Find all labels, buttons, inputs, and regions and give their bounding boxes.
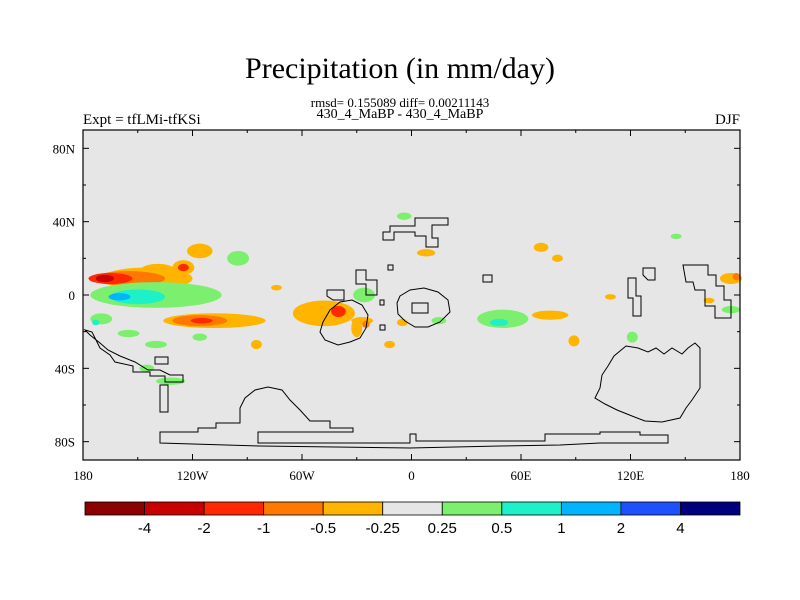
x-tick-label-4: 60E [511, 468, 532, 483]
anomaly-patch-38 [552, 254, 563, 262]
anomaly-patch-30 [384, 340, 396, 349]
south-pacific-outline [83, 328, 184, 383]
y-tick-label-1: 40N [53, 215, 76, 230]
anomaly-patch-46 [703, 297, 715, 304]
chart-subtitle: 430_4_MaBP - 430_4_MaBP [316, 107, 484, 122]
stats-annotation: rmsd= 0.155089 diff= 0.00211143 [310, 95, 490, 110]
africa-outline [396, 287, 451, 328]
x-tick-label-1: 120W [177, 468, 210, 483]
antarctica-outline [159, 386, 669, 449]
anomaly-patch-39 [568, 335, 580, 347]
colorbar-swatch-6 [441, 501, 503, 516]
japan-outline [642, 267, 656, 281]
colorbar-swatch-2 [203, 501, 265, 516]
eurasia-island-outline [482, 274, 493, 283]
x-tick-label-5: 120E [617, 468, 645, 483]
axis-ticks: 180 120W 60W 0 60E 120E 180 80N 40N 0 40S 80S [53, 130, 750, 483]
anomaly-patch-16 [92, 319, 100, 326]
colorbar-label-5: 0.25 [428, 520, 457, 537]
mid-atlantic-outline [355, 269, 378, 296]
anomaly-patch-42 [270, 284, 282, 291]
anomaly-patch-23 [292, 300, 355, 327]
australia-outline [594, 342, 701, 423]
colorbar-swatch-9 [620, 501, 681, 516]
anomaly-patch-14 [190, 317, 213, 324]
anomaly-patch-8 [95, 274, 115, 283]
anomaly-patch-34 [477, 309, 529, 329]
x-tick-label-2: 60W [289, 468, 315, 483]
colorbar-swatch-3 [263, 501, 324, 516]
colorbar-swatch-0 [84, 501, 145, 516]
colorbar-swatch-10 [680, 501, 741, 516]
anomaly-patch-24 [331, 306, 346, 317]
colorbar-label-8: 2 [617, 520, 625, 537]
indochina-outline [627, 277, 642, 317]
anomaly-patch-4 [227, 251, 250, 266]
colorbar-label-7: 1 [557, 520, 565, 537]
anomaly-patch-0 [187, 243, 213, 259]
x-tick-label-0: 180 [73, 468, 93, 483]
x-tick-label-3: 0 [408, 468, 415, 483]
anomaly-patch-33 [396, 212, 412, 220]
anomaly-patch-44 [732, 273, 740, 281]
anomaly-patch-40 [604, 294, 616, 300]
anomaly-patch-17 [117, 329, 140, 338]
chart-title: Precipitation (in mm/day) [245, 52, 555, 85]
experiment-label: Expt = tfLMi-tfKSi [83, 112, 201, 128]
pacific-island-outline [154, 356, 169, 365]
colorbar-swatch-7 [501, 501, 562, 516]
colorbar-label-0: -4 [138, 520, 151, 537]
anomaly-patch-21 [156, 377, 186, 385]
anomaly-patch-47 [670, 233, 682, 240]
anomaly-patch-19 [192, 333, 208, 341]
colorbar-label-4: -0.25 [366, 520, 400, 537]
north-atlantic-outline [382, 217, 449, 248]
anomaly-patch-22 [250, 339, 262, 350]
central-america-outline [326, 289, 345, 301]
colorbar: -4 -2 -1 -0.5 -0.25 0.25 0.5 1 2 4 [84, 501, 741, 537]
anomaly-patch-36 [531, 310, 569, 320]
colorbar-swatch-1 [144, 501, 205, 516]
anomaly-patch-25 [353, 287, 375, 303]
colorbar-label-2: -1 [257, 520, 270, 537]
colorbar-label-6: 0.5 [491, 520, 512, 537]
anomaly-patch-18 [145, 340, 167, 349]
y-tick-label-3: 40S [55, 361, 75, 376]
colorbar-swatch-4 [322, 501, 384, 516]
anomaly-patch-31 [416, 249, 436, 257]
y-tick-label-2: 0 [69, 288, 76, 303]
atlantic-island-outline [387, 264, 394, 271]
colorbar-swatch-5 [382, 501, 443, 516]
anomaly-patch-27 [351, 317, 374, 325]
anomaly-field [88, 212, 742, 385]
anomaly-patch-41 [626, 331, 638, 343]
colorbar-label-3: -0.5 [310, 520, 336, 537]
anomaly-patch-35 [489, 318, 509, 327]
anomaly-patch-10 [110, 289, 166, 305]
coastline-outline [83, 217, 732, 449]
colorbar-swatch-8 [560, 501, 622, 516]
y-tick-label-4: 80S [55, 435, 75, 450]
asia-east-outline [682, 264, 732, 319]
season-label: DJF [714, 112, 740, 128]
subantarctic-outline [159, 384, 169, 413]
madagascar-outline [379, 324, 386, 331]
y-tick-label-0: 80N [53, 141, 76, 156]
colorbar-label-1: -2 [197, 520, 210, 537]
anomaly-patch-37 [533, 242, 549, 252]
anomaly-patch-28 [362, 320, 370, 329]
anomaly-patch-11 [108, 293, 131, 301]
caribbean-outline [379, 299, 385, 306]
anomaly-patch-29 [396, 318, 408, 327]
x-tick-label-6: 180 [730, 468, 750, 483]
anomaly-patch-3 [177, 263, 189, 272]
colorbar-label-9: 4 [676, 520, 684, 537]
south-america-outline [319, 299, 369, 346]
